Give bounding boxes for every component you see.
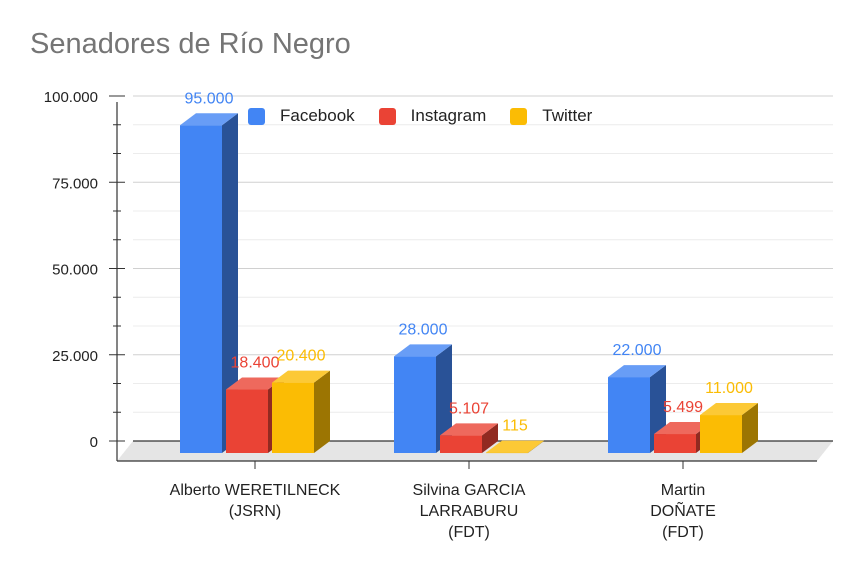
x-tick-label: Alberto WERETILNECK bbox=[170, 482, 341, 499]
data-label: 5.499 bbox=[663, 399, 703, 416]
bar-front bbox=[700, 415, 742, 453]
bar-twitter-0 bbox=[272, 370, 330, 453]
bar-top bbox=[608, 365, 666, 378]
data-label: 28.000 bbox=[399, 321, 448, 338]
x-tick-label: LARRABURU bbox=[420, 503, 519, 520]
x-tick-label: DOÑATE bbox=[650, 500, 715, 520]
bar-top bbox=[180, 113, 238, 126]
y-tick-label: 0 bbox=[90, 434, 98, 451]
legend-label: Twitter bbox=[542, 106, 593, 125]
bar-facebook-2 bbox=[608, 365, 666, 453]
bar-side bbox=[436, 344, 452, 453]
data-label: 115 bbox=[502, 418, 528, 435]
bar-front bbox=[180, 125, 222, 453]
data-label: 20.400 bbox=[277, 348, 326, 365]
legend-item-instagram: Instagram bbox=[378, 106, 487, 126]
bar-side bbox=[314, 370, 330, 453]
bar-top bbox=[700, 403, 758, 416]
data-label: 22.000 bbox=[613, 342, 662, 359]
legend: Facebook Instagram Twitter bbox=[248, 106, 616, 126]
bar-front bbox=[394, 356, 436, 453]
bar-facebook-0 bbox=[180, 113, 238, 453]
y-tick-label: 75.000 bbox=[52, 175, 98, 192]
bar-front bbox=[272, 382, 314, 453]
x-tick-label: Martin bbox=[661, 482, 705, 499]
legend-label: Facebook bbox=[280, 106, 355, 125]
bar-top bbox=[486, 440, 544, 453]
y-tick-label: 25.000 bbox=[52, 348, 98, 365]
bar-twitter-2 bbox=[700, 403, 758, 453]
bar-top bbox=[394, 344, 452, 357]
bar-top bbox=[272, 370, 330, 383]
bar-top bbox=[226, 377, 284, 390]
bar-front bbox=[440, 435, 482, 453]
bar-side bbox=[528, 440, 544, 453]
bar-front bbox=[486, 452, 528, 454]
bar-front bbox=[226, 389, 268, 453]
bar-top bbox=[654, 422, 712, 435]
data-label: 5.107 bbox=[449, 400, 489, 417]
bar-top bbox=[440, 423, 498, 436]
data-label: 11.000 bbox=[705, 380, 753, 397]
bar-instagram-1 bbox=[440, 423, 498, 453]
bar-front bbox=[654, 434, 696, 453]
bar-twitter-1 bbox=[486, 440, 544, 454]
legend-label: Instagram bbox=[410, 106, 487, 125]
legend-swatch bbox=[378, 107, 396, 125]
legend-item-facebook: Facebook bbox=[248, 106, 355, 126]
data-label: 95.000 bbox=[185, 90, 234, 107]
chart-title: Senadores de Río Negro bbox=[30, 28, 351, 60]
legend-item-twitter: Twitter bbox=[510, 106, 592, 126]
x-tick-label: Silvina GARCIA bbox=[413, 482, 526, 499]
x-tick-label: (JSRN) bbox=[229, 503, 281, 520]
y-tick-label: 50.000 bbox=[52, 262, 98, 279]
y-tick-label: 100.000 bbox=[44, 89, 98, 106]
bar-facebook-1 bbox=[394, 344, 452, 453]
x-tick-label: (FDT) bbox=[662, 524, 704, 541]
data-label: 18.400 bbox=[231, 355, 280, 372]
bar-side bbox=[742, 403, 758, 453]
bar-side bbox=[222, 113, 238, 453]
bar-front bbox=[608, 377, 650, 453]
bar-side bbox=[482, 423, 498, 453]
legend-swatch bbox=[248, 107, 265, 125]
x-tick-label: (FDT) bbox=[448, 524, 490, 541]
legend-swatch bbox=[510, 107, 528, 125]
